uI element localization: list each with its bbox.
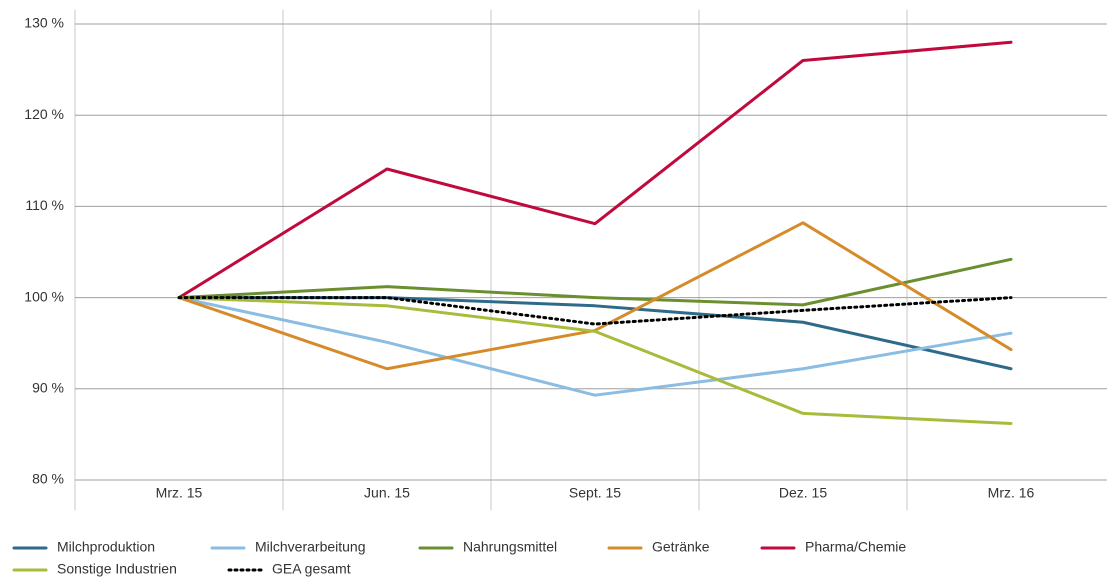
- series-line: [177, 296, 1013, 326]
- series-line: [177, 296, 1013, 371]
- legend-label: GEA gesamt: [272, 561, 351, 577]
- y-tick-label: 110 %: [25, 197, 64, 213]
- y-tick-label: 100 %: [24, 288, 64, 304]
- legend-label: Getränke: [652, 539, 710, 555]
- legend-label: Milchproduktion: [57, 539, 155, 555]
- legend-label: Milchverarbeitung: [255, 539, 366, 555]
- series-line: [177, 257, 1013, 307]
- x-tick-label: Mrz. 16: [988, 485, 1035, 501]
- y-tick-label: 80 %: [32, 471, 64, 487]
- x-tick-label: Mrz. 15: [156, 485, 203, 501]
- y-tick-label: 90 %: [32, 380, 64, 396]
- series-line: [177, 221, 1013, 371]
- legend-label: Nahrungsmittel: [463, 539, 557, 555]
- legend-label: Sonstige Industrien: [57, 561, 177, 577]
- series-line: [177, 40, 1013, 300]
- x-tick-label: Jun. 15: [364, 485, 410, 501]
- x-tick-label: Dez. 15: [779, 485, 827, 501]
- series-line: [177, 296, 1013, 425]
- legend-label: Pharma/Chemie: [805, 539, 906, 555]
- series-line: [177, 296, 1013, 397]
- y-tick-label: 120 %: [24, 106, 64, 122]
- x-tick-label: Sept. 15: [569, 485, 621, 501]
- y-tick-label: 130 %: [24, 15, 64, 31]
